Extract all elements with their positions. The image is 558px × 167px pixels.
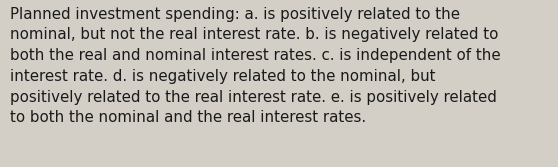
Text: Planned investment spending: a. is positively related to the
nominal, but not th: Planned investment spending: a. is posit…: [10, 7, 501, 125]
